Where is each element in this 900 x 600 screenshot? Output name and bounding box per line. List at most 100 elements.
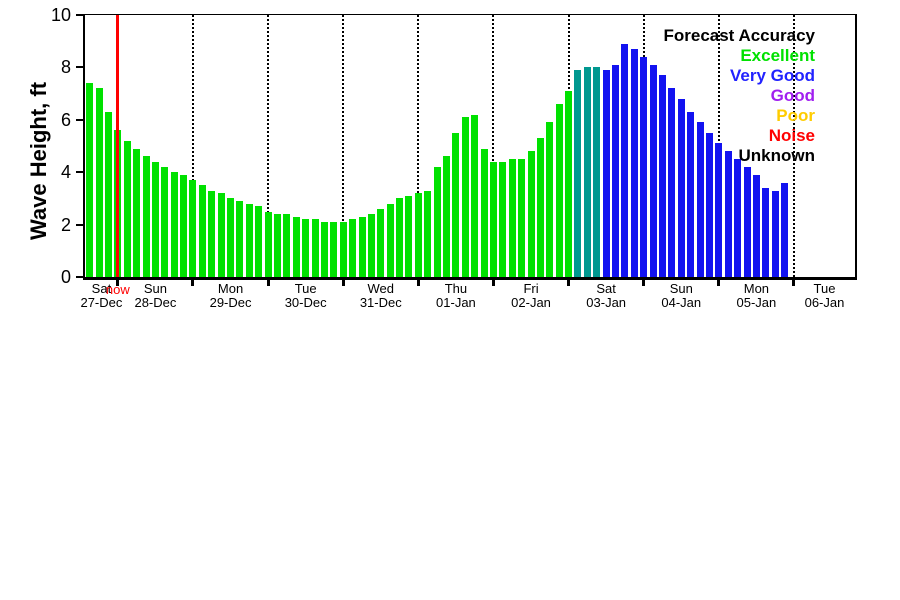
legend-item-very-good: Very Good [729,66,815,85]
x-axis-tick [116,280,120,286]
wave-height-bar [471,114,479,277]
wave-height-bar [311,219,319,277]
wave-height-bar [292,216,300,277]
wave-height-bar [696,122,704,277]
day-name: Mon [743,281,770,296]
day-date: 30-Dec [284,295,327,310]
day-gridline [492,15,495,277]
x-day-label: Sun 04-Jan [661,282,701,310]
day-name: Wed [367,281,395,296]
wave-height-bar [274,214,281,277]
y-tick-label: 4 [60,162,71,183]
day-name: Sun [669,281,693,296]
day-name: Sat [596,281,616,296]
wave-height-bar [687,111,695,277]
wave-height-bar [743,166,751,277]
wave-height-bar [659,75,666,277]
legend-item-noise: Noise [768,126,815,145]
wave-height-bar [724,151,732,277]
wave-height-bar [180,174,188,277]
day-name: Sat [91,281,112,296]
day-date: 27-Dec [80,295,123,310]
wave-height-bar [649,64,657,277]
legend-title: Forecast Accuracy [663,26,815,45]
x-axis-line [83,277,857,280]
y-tick-label: 0 [60,267,71,287]
wave-height-bar [396,198,404,277]
x-day-label: Tue 30-Dec [285,282,327,310]
wave-height-bar [705,132,713,277]
day-gridline [191,15,194,277]
wave-height-bar [621,43,629,277]
wave-height-bar [762,187,770,277]
wave-height-bar [734,159,742,277]
y-axis-line [83,15,85,280]
day-name: Sun [143,281,167,296]
x-day-label: Wed 31-Dec [360,282,402,310]
now-label: now [105,282,130,297]
day-date: 28-Dec [134,295,177,310]
x-axis-tick [191,280,195,286]
wave-height-bar [668,88,676,277]
legend-item-poor: Poor [776,106,815,125]
x-axis-tick [341,280,345,286]
wave-height-bar [612,64,620,277]
wave-height-bar [377,208,385,277]
wave-height-bar [546,122,554,277]
y-axis-tick [76,276,83,278]
x-axis-tick [567,280,571,286]
y-axis-tick [76,118,83,121]
wave-height-bar [255,206,263,277]
wave-height-bar [123,140,131,277]
wave-height-bar [227,198,235,277]
day-name: Fri [523,281,539,296]
y-axis-tick [76,66,83,69]
x-axis-tick [491,280,495,286]
wave-height-bar [283,214,291,277]
now-line [116,15,120,277]
x-day-label: Fri 02-Jan [511,282,551,310]
wave-height-bar [405,195,413,277]
wave-height-bar [358,216,366,277]
wave-height-bar [715,143,723,277]
day-gridline [792,15,795,277]
wave-height-bar [339,221,347,277]
day-date: 06-Jan [804,295,845,310]
wave-height-bar [189,180,197,277]
x-axis-tick [642,280,646,286]
wave-height-bar [170,172,178,277]
wave-height-bar [86,83,94,277]
x-day-label: Thu 01-Jan [436,282,476,310]
wave-height-bar [245,203,253,277]
wave-height-bar [508,159,516,277]
legend-item-unknown: Unknown [738,146,816,165]
wave-height-bar [330,221,338,277]
forecast-accuracy-legend: Forecast Accuracy Excellent Very Good Good… [663,26,815,166]
x-day-label: Mon 05-Jan [737,282,777,310]
wave-height-bar [583,67,591,277]
x-day-label: Sun 28-Dec [134,282,176,310]
wave-height-bar [461,117,469,277]
wave-height-bar [367,214,375,277]
x-day-label: Sat 03-Jan [586,282,626,310]
wave-height-bar [198,185,206,277]
wave-height-bar [236,201,244,277]
wave-height-bar [480,148,488,277]
wave-height-bar [302,219,310,277]
wave-height-bar [264,211,272,277]
wave-height-bar [142,156,150,277]
day-name: Thu [444,281,468,296]
wave-height-bar [386,203,394,277]
day-date: 01-Jan [436,295,476,310]
x-day-label: Tue 06-Jan [805,282,845,310]
day-date: 02-Jan [511,295,551,310]
wave-height-bar [555,104,563,277]
y-axis-tick [76,223,83,226]
wave-height-bar [133,148,141,277]
x-axis-tick [792,280,796,286]
wave-height-bar [95,88,103,277]
y-tick-label: 8 [60,57,71,78]
x-axis-tick [266,280,270,286]
legend-item-good: Good [770,86,815,105]
